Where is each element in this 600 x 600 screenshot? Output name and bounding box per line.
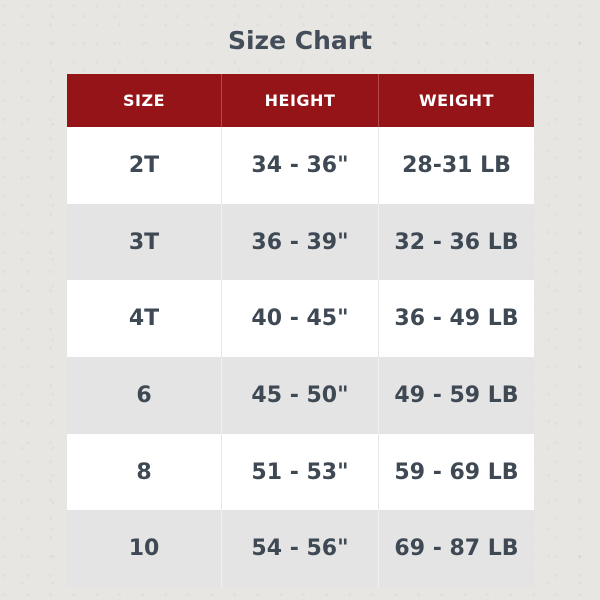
cell-weight: 49 - 59 LB <box>379 357 534 434</box>
table-row: 4T 40 - 45" 36 - 49 LB <box>67 280 534 358</box>
cell-size: 10 <box>67 510 222 588</box>
cell-weight: 36 - 49 LB <box>379 280 534 358</box>
cell-weight: 28-31 LB <box>379 127 534 204</box>
cell-weight: 32 - 36 LB <box>379 203 534 281</box>
page-title: Size Chart <box>227 26 373 55</box>
cell-height: 34 - 36" <box>222 127 379 204</box>
header-height: HEIGHT <box>222 74 379 127</box>
cell-size: 2T <box>67 127 222 204</box>
cell-size: 3T <box>67 203 222 281</box>
table-row: 2T 34 - 36" 28-31 LB <box>67 127 534 204</box>
cell-weight: 69 - 87 LB <box>379 510 534 588</box>
cell-height: 51 - 53" <box>222 433 379 511</box>
cell-size: 8 <box>67 433 222 511</box>
table-row: 8 51 - 53" 59 - 69 LB <box>67 433 534 511</box>
cell-weight: 59 - 69 LB <box>379 433 534 511</box>
header-weight: WEIGHT <box>379 74 534 127</box>
table-row: 10 54 - 56" 69 - 87 LB <box>67 510 534 588</box>
cell-height: 40 - 45" <box>222 280 379 358</box>
table-header-row: SIZE HEIGHT WEIGHT <box>67 74 534 127</box>
cell-height: 54 - 56" <box>222 510 379 588</box>
table-row: 3T 36 - 39" 32 - 36 LB <box>67 203 534 281</box>
cell-height: 45 - 50" <box>222 357 379 434</box>
header-size: SIZE <box>67 74 222 127</box>
cell-size: 6 <box>67 357 222 434</box>
size-chart-table: SIZE HEIGHT WEIGHT 2T 34 - 36" 28-31 LB 3T 3… <box>67 74 534 588</box>
cell-size: 4T <box>67 280 222 358</box>
table-row: 6 45 - 50" 49 - 59 LB <box>67 357 534 434</box>
cell-height: 36 - 39" <box>222 203 379 281</box>
table-body: 2T 34 - 36" 28-31 LB 3T 36 - 39" 32 - 36 LB 4T… <box>67 127 534 588</box>
